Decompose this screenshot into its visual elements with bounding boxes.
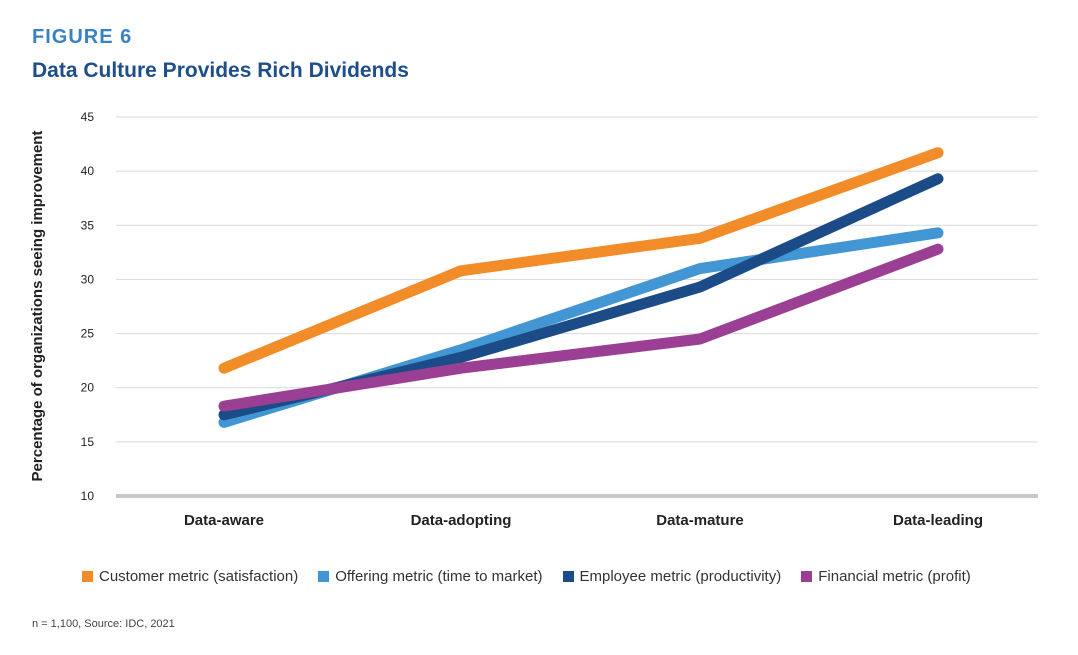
series-line-1 (218, 147, 944, 374)
y-tick-label: 35 (81, 218, 95, 232)
legend-item: Customer metric (satisfaction) (82, 568, 298, 585)
x-tick-label: Data-adopting (411, 512, 512, 529)
legend-label: Customer metric (satisfaction) (99, 568, 299, 585)
y-tick-label: 40 (81, 164, 95, 178)
y-tick-label: 25 (81, 327, 95, 341)
legend-swatch (318, 571, 330, 582)
legend-swatch (82, 571, 93, 582)
x-tick-label: Data-mature (656, 512, 744, 529)
y-axis-label: Percentage of organizations seeing impro… (29, 131, 46, 482)
legend-item: Financial metric (profit) (801, 568, 971, 585)
legend-item: Employee metric (productivity) (562, 568, 782, 585)
series-lines (218, 147, 944, 428)
y-tick-label: 20 (81, 381, 95, 395)
series-line-4 (218, 243, 944, 412)
y-tick-labels: 10 15 20 25 30 35 40 45 (81, 110, 95, 503)
legend-swatch (801, 571, 813, 582)
figure-label: FIGURE 6 (32, 26, 133, 48)
legend-item: Offering metric (time to market) (318, 568, 543, 585)
y-tick-label: 30 (81, 272, 95, 286)
y-tick-label: 10 (81, 489, 95, 503)
x-tick-labels: Data-aware Data-adopting Data-mature Data-l… (184, 512, 983, 529)
x-tick-label: Data-aware (184, 512, 264, 529)
legend: Customer metric (satisfaction) Offering m… (82, 568, 971, 585)
series-line-3 (218, 173, 944, 421)
y-tick-label: 15 (81, 435, 95, 449)
x-tick-label: Data-leading (893, 512, 983, 529)
y-tick-label: 45 (81, 110, 95, 124)
legend-label: Offering metric (time to market) (335, 568, 543, 585)
source-note: n = 1,100, Source: IDC, 2021 (32, 618, 175, 630)
chart-title: Data Culture Provides Rich Dividends (32, 59, 409, 82)
legend-label: Financial metric (profit) (818, 568, 971, 585)
legend-swatch (562, 571, 574, 582)
line-chart: 10 15 20 25 30 35 40 45 Data-aware Data-adopting… (29, 110, 1038, 529)
legend-label: Employee metric (productivity) (579, 568, 782, 585)
